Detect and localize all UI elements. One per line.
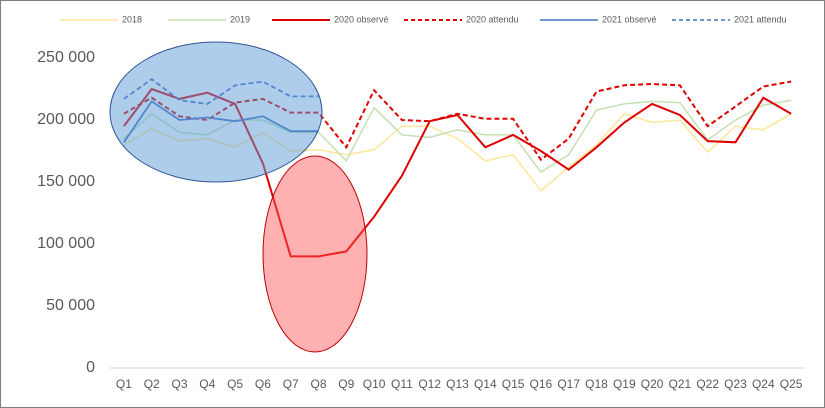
x-tick-label: Q19 <box>613 377 636 391</box>
highlights <box>109 41 368 353</box>
series-line <box>123 80 792 162</box>
legend-label: 2021 attendu <box>734 14 787 24</box>
x-tick-label: Q20 <box>641 377 664 391</box>
y-tick-label: 200 000 <box>37 111 95 128</box>
x-tick-label: Q8 <box>310 377 326 391</box>
legend-label: 2019 <box>230 14 250 24</box>
x-tick-label: Q9 <box>338 377 354 391</box>
legend-label: 2018 <box>122 14 142 24</box>
x-tick-label: Q3 <box>171 377 187 391</box>
legend-label: 2021 observé <box>602 14 657 24</box>
y-tick-label: 150 000 <box>37 173 95 190</box>
x-tick-label: Q5 <box>227 377 243 391</box>
x-tick-label: Q11 <box>391 377 413 391</box>
y-tick-label: 0 <box>86 359 95 376</box>
x-tick-label: Q16 <box>530 377 553 391</box>
x-tick-label: Q15 <box>502 377 525 391</box>
x-tick-label: Q6 <box>255 377 271 391</box>
x-tick-label: Q18 <box>585 377 608 391</box>
x-tick-label: Q22 <box>696 377 719 391</box>
x-tick-label: Q4 <box>199 377 215 391</box>
x-tick-label: Q1 <box>116 377 132 391</box>
legend-label: 2020 attendu <box>466 14 519 24</box>
x-tick-label: Q12 <box>418 377 441 391</box>
x-tick-label: Q17 <box>557 377 580 391</box>
x-tick-label: Q7 <box>283 377 299 391</box>
x-tick-label: Q21 <box>669 377 692 391</box>
x-tick-label: Q25 <box>780 377 803 391</box>
y-tick-label: 250 000 <box>37 49 95 66</box>
x-tick-label: Q10 <box>363 377 386 391</box>
x-tick-label: Q2 <box>144 377 160 391</box>
x-tick-label: Q14 <box>474 377 497 391</box>
x-tick-label: Q24 <box>752 377 775 391</box>
legend-label: 2020 observé <box>334 14 389 24</box>
y-tick-label: 50 000 <box>46 297 95 314</box>
highlight-2021 <box>109 41 323 183</box>
x-tick-label: Q23 <box>724 377 747 391</box>
highlight-2020-drop <box>262 155 368 353</box>
y-tick-label: 100 000 <box>37 235 95 252</box>
x-tick-label: Q13 <box>446 377 469 391</box>
